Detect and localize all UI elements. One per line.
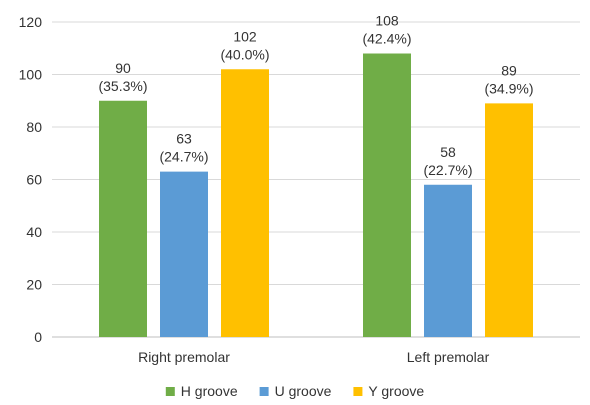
legend-label: U groove xyxy=(275,383,332,399)
legend: H groove U groove Y groove xyxy=(165,383,424,399)
bar-h-groove-right-premolar xyxy=(99,100,147,337)
data-label-percent: (22.7%) xyxy=(423,162,472,178)
data-labels: (35.3%) 90 (24.7%) 63 (40.0%) 102 (42.4%) 108 (2… xyxy=(98,13,533,178)
x-axis-categories: Right premolar Left premolar xyxy=(138,349,489,365)
bar-u-groove-left-premolar xyxy=(424,184,472,337)
data-label-percent: (34.9%) xyxy=(484,80,533,96)
data-label-percent: (42.4%) xyxy=(362,31,411,47)
data-label-value: 90 xyxy=(115,60,131,76)
bar-u-groove-right-premolar xyxy=(160,171,208,337)
data-label-value: 58 xyxy=(440,144,456,160)
y-tick-label: 120 xyxy=(19,14,43,30)
data-label-percent: (24.7%) xyxy=(159,149,208,165)
y-tick-label: 80 xyxy=(26,119,42,135)
legend-item: H groove xyxy=(165,383,238,399)
data-label-value: 108 xyxy=(375,13,399,29)
y-axis-ticks: 0 20 40 60 80 100 120 xyxy=(19,14,43,345)
data-label-value: 63 xyxy=(176,131,192,147)
legend-label: Y groove xyxy=(368,383,424,399)
y-tick-label: 60 xyxy=(26,172,42,188)
legend-swatch xyxy=(353,387,363,396)
bar-y-groove-left-premolar xyxy=(485,103,533,337)
bar-y-groove-right-premolar xyxy=(221,69,269,337)
legend-label: H groove xyxy=(181,383,238,399)
category-label: Right premolar xyxy=(138,349,230,365)
legend-swatch xyxy=(259,387,269,396)
data-label-percent: (35.3%) xyxy=(98,78,147,94)
data-label-value: 89 xyxy=(501,62,517,78)
y-tick-label: 40 xyxy=(26,224,42,240)
legend-item: Y groove xyxy=(353,383,424,399)
category-label: Left premolar xyxy=(407,349,490,365)
y-tick-label: 0 xyxy=(34,329,42,345)
data-label-percent: (40.0%) xyxy=(220,46,269,62)
legend-swatch xyxy=(165,387,175,396)
legend-item: U groove xyxy=(259,383,332,399)
y-tick-label: 20 xyxy=(26,277,42,293)
bar-h-groove-left-premolar xyxy=(363,53,411,337)
data-label-value: 102 xyxy=(233,28,257,44)
bars xyxy=(99,53,533,337)
y-tick-label: 100 xyxy=(19,67,43,83)
